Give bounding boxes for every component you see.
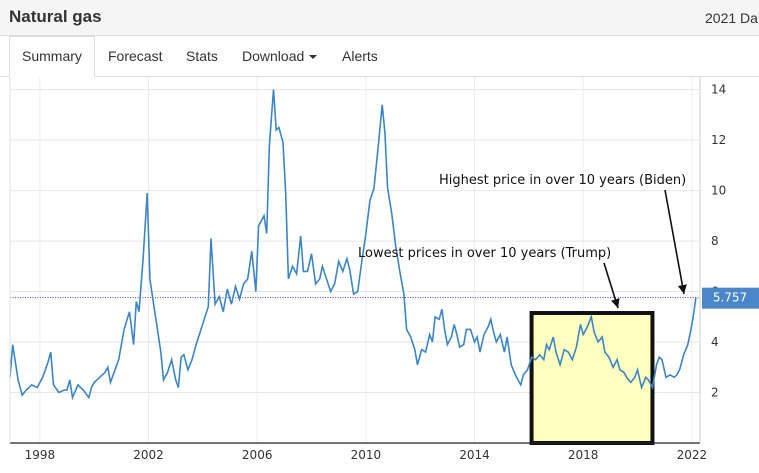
x-tick-label: 2006 bbox=[242, 448, 273, 462]
chart-axes bbox=[9, 77, 701, 444]
y-tick-label: 2 bbox=[711, 386, 719, 400]
x-tick-label: 2010 bbox=[351, 448, 382, 462]
tab-alerts-label: Alerts bbox=[342, 48, 378, 64]
annotation-highest: Highest price in over 10 years (Biden) bbox=[439, 173, 686, 188]
y-tick-label: 12 bbox=[711, 133, 726, 147]
chevron-down-icon bbox=[309, 55, 318, 60]
tab-download[interactable]: Download bbox=[242, 36, 318, 77]
tab-summary-label: Summary bbox=[22, 48, 82, 64]
y-tick-label: 14 bbox=[711, 83, 726, 97]
y-tick-label: 10 bbox=[711, 184, 726, 198]
header-date-text: 2021 Da bbox=[705, 10, 758, 26]
tab-stats-label: Stats bbox=[186, 48, 218, 64]
tab-alerts[interactable]: Alerts bbox=[342, 36, 378, 77]
current-price-badge-bg bbox=[702, 287, 759, 309]
x-tick-label: 1998 bbox=[25, 448, 56, 462]
current-price-badge: 5.757 bbox=[702, 287, 759, 309]
tab-summary[interactable]: Summary bbox=[9, 36, 95, 77]
x-tick-label: 2002 bbox=[133, 448, 164, 462]
y-tick-label: 4 bbox=[711, 335, 719, 349]
x-tick-label: 2014 bbox=[459, 448, 490, 462]
y-tick-label: 8 bbox=[711, 234, 719, 248]
tick-labels: 24681012141998200220062010201420182022 bbox=[25, 83, 727, 462]
tab-stats[interactable]: Stats bbox=[186, 36, 218, 77]
page-title: Natural gas bbox=[9, 7, 102, 26]
annotation-highest-arrow bbox=[664, 189, 685, 295]
tab-download-label: Download bbox=[242, 48, 305, 64]
tab-forecast[interactable]: Forecast bbox=[108, 36, 162, 77]
tab-forecast-label: Forecast bbox=[108, 48, 163, 64]
page-header: Natural gas 2021 Da bbox=[0, 0, 759, 36]
annotation-highest-arrowhead bbox=[677, 284, 687, 294]
annotation-lowest: Lowest prices in over 10 years (Trump) bbox=[358, 246, 611, 261]
annotation-lowest-arrowhead bbox=[611, 298, 620, 308]
x-tick-label: 2018 bbox=[568, 448, 599, 462]
tab-bar: Summary Forecast Stats Download Alerts bbox=[0, 36, 759, 77]
current-price-value: 5.757 bbox=[713, 291, 747, 305]
price-chart: 24681012141998200220062010201420182022 5… bbox=[9, 77, 759, 462]
x-tick-label: 2022 bbox=[677, 448, 708, 462]
series-line bbox=[9, 89, 697, 401]
